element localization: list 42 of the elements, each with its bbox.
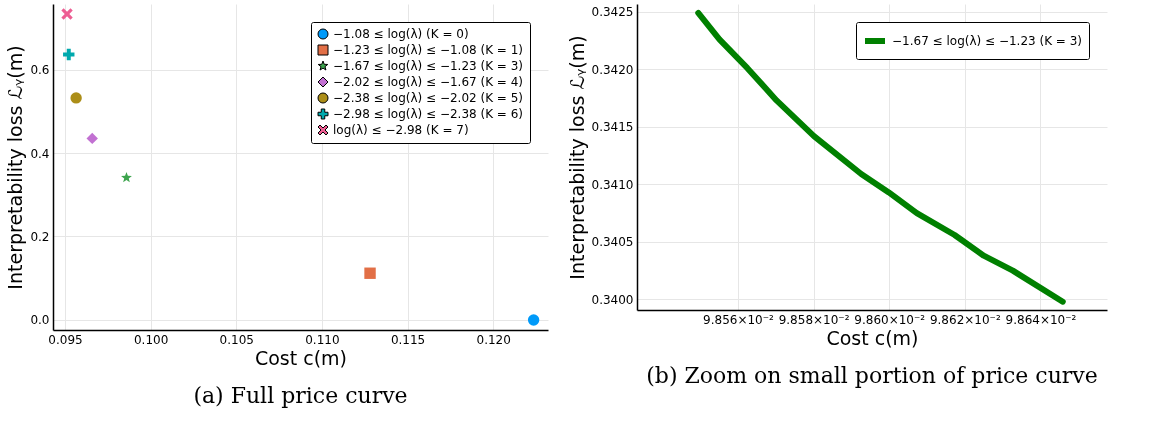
x-tick-label: 9.860×10⁻²: [854, 312, 926, 327]
text: (b) Zoom on small portion of price curve: [646, 363, 1098, 388]
y-tick-label: 0.3425: [591, 5, 634, 20]
x-tick-label: 0.120: [476, 332, 511, 347]
legend-label: −1.67 ≤ log(λ) ≤ −1.23 (K = 3): [333, 59, 524, 73]
point: [70, 92, 82, 104]
point: [86, 132, 98, 145]
legend-label: log(λ) ≤ −2.98 (K = 7): [333, 123, 469, 137]
y-tick-label: 0.2: [30, 230, 50, 244]
legend-label: −2.38 ≤ log(λ) ≤ −2.02 (K = 5): [333, 91, 524, 105]
x-tick-label: 9.862×10⁻²: [929, 312, 1001, 327]
x-tick-label: 9.858×10⁻²: [778, 312, 850, 327]
point: [63, 48, 75, 61]
y-tick-label: 0.6: [30, 63, 50, 78]
x-tick-label: 0.115: [390, 332, 426, 347]
legend-label: −2.02 ≤ log(λ) ≤ −1.67 (K = 4): [333, 75, 524, 89]
x-tick-label: 9.864×10⁻²: [1005, 312, 1077, 327]
x-tick-label: 0.105: [219, 332, 254, 347]
x-axis-title: Cost c(m): [826, 326, 919, 349]
y-tick-label: 0.3415: [591, 120, 634, 135]
x-tick-label: 9.856×10⁻²: [703, 312, 775, 327]
point: [61, 8, 73, 20]
y-tick-label: 0.3400: [591, 292, 634, 307]
point: [527, 314, 540, 326]
point: [121, 171, 132, 183]
y-tick-label: 0.3420: [591, 62, 634, 77]
y-tick-label: 0.3410: [591, 177, 634, 192]
y-axis-title: Interpretability loss ℒᵧ(m): [4, 45, 27, 290]
y-tick-label: 0.4: [30, 146, 50, 161]
x-axis-title: Cost c(m): [254, 346, 348, 369]
x-tick-label: 0.110: [305, 332, 340, 347]
legend-label: −1.08 ≤ log(λ) (K = 0): [333, 27, 469, 41]
y-axis-title: Interpretability loss ℒᵧ(m): [565, 35, 588, 280]
legend-label: −1.23 ≤ log(λ) ≤ −1.08 (K = 1): [333, 43, 524, 57]
y-tick-label: 0.3405: [591, 235, 634, 250]
y-tick-label: 0.0: [30, 313, 50, 328]
x-tick-label: 0.100: [133, 332, 169, 347]
x-tick-label: 0.095: [48, 332, 83, 347]
point: [364, 267, 376, 279]
legend-label: −1.67 ≤ log(λ) ≤ −1.23 (K = 3): [892, 34, 1083, 48]
legend-label: −2.98 ≤ log(λ) ≤ −2.38 (K = 6): [333, 107, 524, 121]
text: (a) Full price curve: [193, 383, 408, 408]
